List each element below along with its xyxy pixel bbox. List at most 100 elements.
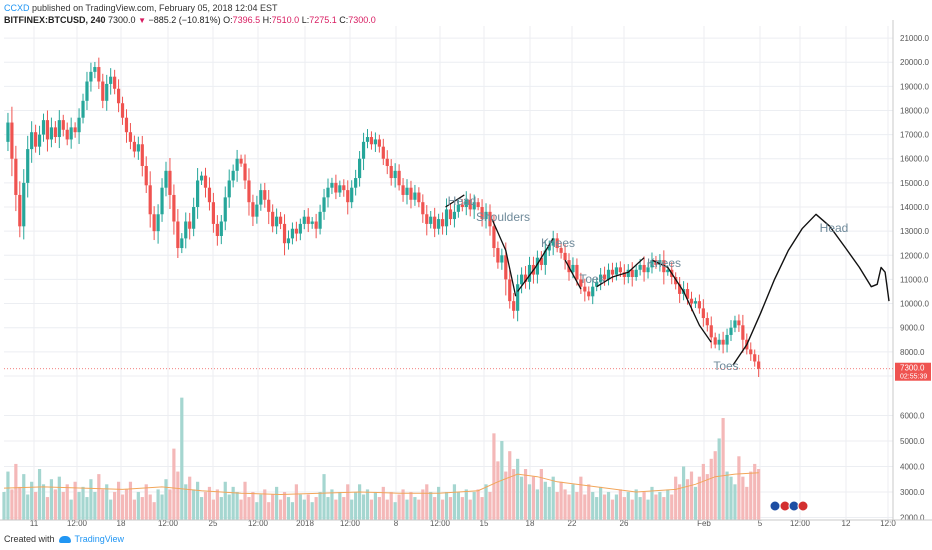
volume-bar <box>468 499 472 520</box>
candle-body <box>314 221 318 229</box>
candle-body <box>140 144 144 166</box>
author-link[interactable]: CCXD <box>4 3 30 13</box>
candle-body <box>492 226 496 249</box>
candle-body <box>251 202 255 217</box>
candle-body <box>109 76 113 84</box>
volume-bar <box>97 474 101 520</box>
candle-body <box>658 260 662 265</box>
candle-body <box>468 199 472 210</box>
candle-body <box>326 187 330 198</box>
candle-body <box>504 255 508 280</box>
volume-bar <box>140 497 144 520</box>
volume-bar <box>188 476 192 520</box>
tradingview-link[interactable]: TradingView <box>74 534 125 544</box>
candle-body <box>243 163 247 181</box>
candle-body <box>358 158 362 179</box>
volume-bar <box>101 489 105 520</box>
candle-body <box>113 76 117 89</box>
volume-bar <box>211 499 216 520</box>
volume-bar <box>180 397 184 520</box>
volume-bar <box>152 502 156 520</box>
volume-bar <box>373 491 378 520</box>
candle-body <box>500 255 504 263</box>
volume-bar <box>314 497 318 520</box>
volume-bar <box>6 471 10 520</box>
candle-body <box>231 170 235 181</box>
volume-bar <box>45 497 50 520</box>
volume-bar <box>681 466 686 520</box>
candle-body <box>85 81 89 101</box>
candle-body <box>452 211 457 220</box>
volume-bar <box>22 474 26 520</box>
candle-body <box>156 214 160 232</box>
candle-body <box>440 219 445 227</box>
down-triangle-icon: ▼ <box>138 16 146 25</box>
price-change: −885.2 (−10.81%) <box>148 15 221 25</box>
volume-bar <box>717 438 721 520</box>
time-tick-label: 18 <box>526 519 535 528</box>
volume-bar <box>37 469 42 520</box>
volume-bar <box>346 484 350 520</box>
volume-bar <box>654 494 658 520</box>
volume-bar <box>409 491 413 520</box>
candle-body <box>646 267 650 273</box>
candle-body <box>346 190 350 203</box>
event-flags[interactable] <box>769 500 809 512</box>
volume-bar <box>595 497 599 520</box>
candle-body <box>579 279 583 287</box>
annotations: Head Shoulders Knees Toes Knees Toes Head <box>448 194 849 373</box>
candle-body <box>199 175 204 181</box>
candle-body <box>575 264 579 280</box>
volume-bar <box>397 494 401 520</box>
economic-event-flag-icon[interactable] <box>769 500 781 512</box>
candle-body <box>278 216 283 224</box>
volume-bar <box>65 484 69 520</box>
axes[interactable]: 21000.0 20000.0 19000.0 18000.0 17000.0 16000… <box>0 20 932 528</box>
candle-body <box>701 308 705 319</box>
candle-body <box>322 197 326 212</box>
volume-bar <box>440 499 445 520</box>
volume-bar <box>81 486 85 520</box>
volume-tick-label: 5000.0 <box>900 437 925 446</box>
pattern-segment <box>517 238 554 292</box>
volume-bar <box>642 491 646 520</box>
volume-bar <box>215 489 219 520</box>
volume-bar <box>199 497 204 520</box>
candle-body <box>685 289 690 299</box>
volume-bar <box>646 499 650 520</box>
volume-bar <box>492 433 496 520</box>
candle-body <box>30 132 34 150</box>
candle-body <box>476 202 480 208</box>
volume-bar <box>219 497 223 520</box>
candlesticks <box>6 57 761 378</box>
candle-body <box>642 264 646 273</box>
economic-event-flag-icon[interactable] <box>797 500 809 512</box>
candle-body <box>563 252 567 261</box>
volume-bar <box>275 486 279 520</box>
candle-body <box>638 264 642 270</box>
volume-bar <box>421 489 425 520</box>
candle-body <box>512 301 516 311</box>
volume-bar <box>354 491 358 520</box>
price-tick-label: 10000.0 <box>900 300 929 309</box>
volume-bar <box>322 474 326 520</box>
high-label: H: <box>262 15 272 25</box>
volume-bar <box>239 499 243 520</box>
candle-body <box>65 129 69 140</box>
candle-body <box>413 192 417 200</box>
symbol-label[interactable]: BITFINEX:BTCUSD, 240 <box>4 15 106 25</box>
volume-bar <box>128 481 133 520</box>
volume-bar <box>472 491 476 520</box>
candle-body <box>176 221 180 249</box>
volume-ma-line <box>3 472 759 496</box>
symbol-info: BITFINEX:BTCUSD, 240 7300.0 ▼ −885.2 (−1… <box>4 14 376 27</box>
volume-bar <box>523 469 528 520</box>
candle-body <box>290 228 295 239</box>
time-tick-label: 12:0 <box>880 519 896 528</box>
volume-bar <box>745 486 749 520</box>
candle-body <box>551 238 555 246</box>
candle-body <box>622 272 626 278</box>
volume-bar <box>689 471 694 520</box>
pattern-segment <box>491 218 517 297</box>
volume-bar <box>697 476 701 520</box>
